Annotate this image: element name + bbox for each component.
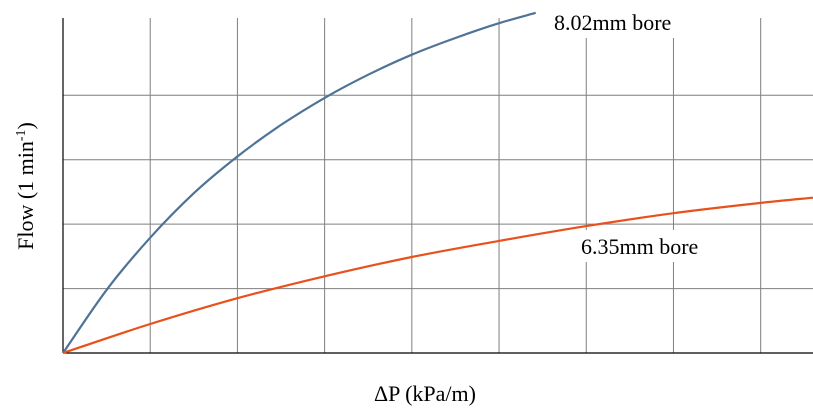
- series-line-8mm-bore: [62, 11, 537, 354]
- y-axis-title-main: Flow (1 min: [13, 141, 38, 250]
- gridlines: [63, 18, 813, 353]
- series-labels: 8.02mm bore 6.35mm bore: [548, 6, 748, 262]
- series-label-8mm-bg: [548, 6, 718, 38]
- series-label-6mm-bg: [576, 230, 748, 262]
- series-label-8mm: 8.02mm bore: [554, 10, 671, 35]
- y-axis-title: Flow (1 min-1): [13, 122, 38, 250]
- x-axis-title: ΔP (kPa/m): [374, 381, 476, 406]
- series-line-6mm-bore: [62, 196, 813, 355]
- y-axis-title-close: ): [13, 122, 38, 129]
- series-lines: [62, 11, 813, 355]
- y-axis-title-superscript: -1: [14, 129, 29, 141]
- series-label-6mm: 6.35mm bore: [581, 234, 698, 259]
- axes: [62, 18, 813, 354]
